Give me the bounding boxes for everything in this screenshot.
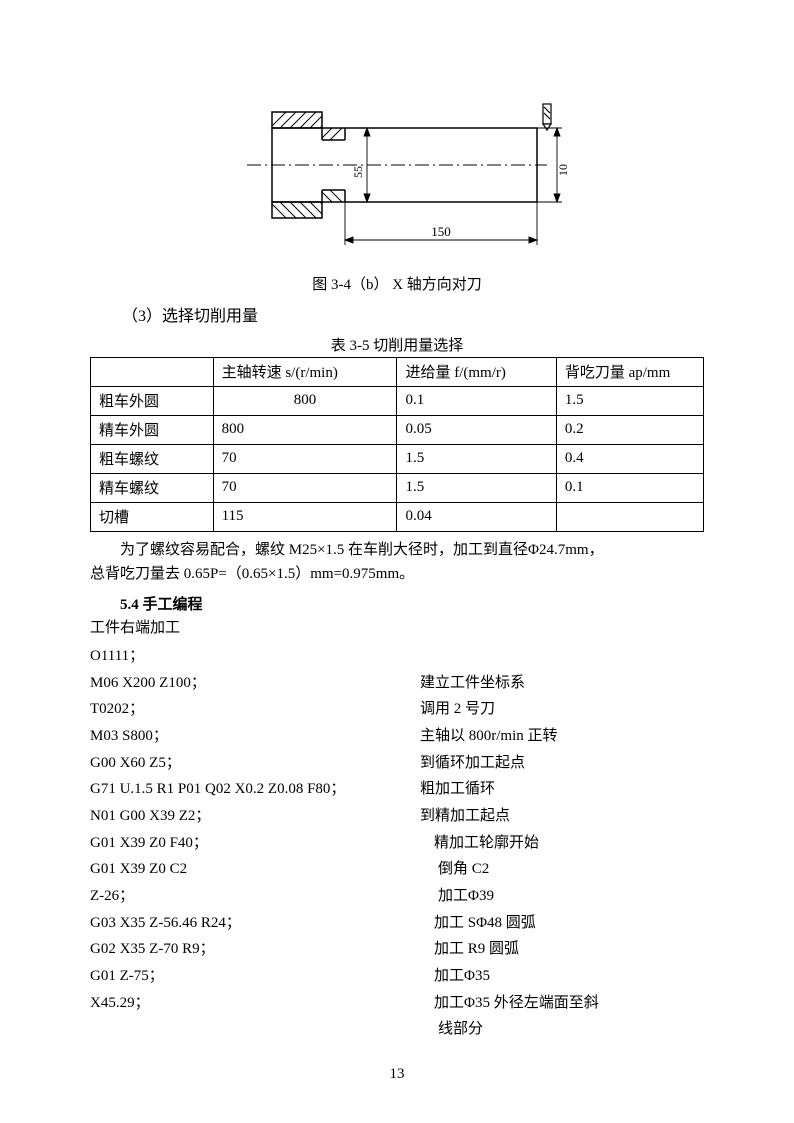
table-cell: 精车螺纹 (91, 473, 214, 502)
program-code: N01 G00 X39 Z2； (90, 803, 420, 830)
table-row: 粗车螺纹 70 1.5 0.4 (91, 444, 704, 473)
table-row: 精车外圆 800 0.05 0.2 (91, 415, 704, 444)
table-cell: 115 (213, 502, 397, 531)
table-header: 背吃刀量 ap/mm (556, 357, 703, 386)
table-cell: 0.1 (397, 386, 556, 415)
program-line: G03 X35 Z-56.46 R24；加工 SΦ48 圆弧 (90, 910, 704, 937)
table-cell: 精车外圆 (91, 415, 214, 444)
section-3-label: （3）选择切削用量 (90, 304, 704, 330)
table-cell: 粗车螺纹 (91, 444, 214, 473)
program-line: 线部分 (90, 1016, 704, 1043)
program-code: G01 Z-75； (90, 963, 420, 990)
program-line: M03 S800；主轴以 800r/min 正转 (90, 723, 704, 750)
table-row: 精车螺纹 70 1.5 0.1 (91, 473, 704, 502)
program-code: G01 X39 Z0 F40； (90, 830, 420, 857)
program-comment: 线部分 (420, 1016, 704, 1043)
heading-5-4: 5.4 手工编程 (90, 593, 704, 614)
program-line: N01 G00 X39 Z2；到精加工起点 (90, 803, 704, 830)
program-line: X45.29；加工Φ35 外径左端面至斜 (90, 990, 704, 1017)
program-code: X45.29； (90, 990, 420, 1017)
dim-55-text: 55 (351, 166, 365, 178)
table-cell: 粗车外圆 (91, 386, 214, 415)
program-comment: 到精加工起点 (420, 803, 704, 830)
table-cell: 1.5 (397, 473, 556, 502)
table-row: 粗车外圆 800 0.1 1.5 (91, 386, 704, 415)
program-line: G02 X35 Z-70 R9；加工 R9 圆弧 (90, 936, 704, 963)
table-cell: 1.5 (397, 444, 556, 473)
program-comment: 调用 2 号刀 (420, 696, 704, 723)
dim-150-text: 150 (431, 224, 451, 239)
program-code: G01 X39 Z0 C2 (90, 856, 420, 883)
table-cell: 0.05 (397, 415, 556, 444)
table-cell: 70 (213, 444, 397, 473)
table-cell: 0.2 (556, 415, 703, 444)
nc-program-block: O1111；M06 X200 Z100；建立工件坐标系T0202；调用 2 号刀… (90, 643, 704, 1043)
table-cell: 800 (213, 386, 397, 415)
program-line: G01 X39 Z0 F40；精加工轮廓开始 (90, 830, 704, 857)
program-line: G71 U.1.5 R1 P01 Q02 X0.2 Z0.08 F80；粗加工循… (90, 776, 704, 803)
table-cell: 70 (213, 473, 397, 502)
table-cell: 0.04 (397, 502, 556, 531)
program-comment (420, 643, 704, 670)
subhead-right-end: 工件右端加工 (90, 616, 704, 641)
note-paragraph: 为了螺纹容易配合，螺纹 M25×1.5 在车削大径时，加工到直径Φ24.7mm，… (90, 538, 704, 588)
table-header-row: 主轴转速 s/(r/min) 进给量 f/(mm/r) 背吃刀量 ap/mm (91, 357, 704, 386)
table-cell: 0.1 (556, 473, 703, 502)
program-line: T0202；调用 2 号刀 (90, 696, 704, 723)
program-comment: 粗加工循环 (420, 776, 704, 803)
program-code: O1111； (90, 643, 420, 670)
table-cell: 切槽 (91, 502, 214, 531)
program-code: M03 S800； (90, 723, 420, 750)
figure-svg: 55 10 150 (217, 90, 577, 260)
program-code: G03 X35 Z-56.46 R24； (90, 910, 420, 937)
cutting-params-table: 主轴转速 s/(r/min) 进给量 f/(mm/r) 背吃刀量 ap/mm 粗… (90, 357, 704, 532)
program-comment: 加工Φ39 (420, 883, 704, 910)
program-line: O1111； (90, 643, 704, 670)
table-header: 主轴转速 s/(r/min) (213, 357, 397, 386)
program-code: M06 X200 Z100； (90, 670, 420, 697)
program-line: Z-26；加工Φ39 (90, 883, 704, 910)
program-code: G00 X60 Z5； (90, 750, 420, 777)
program-line: M06 X200 Z100；建立工件坐标系 (90, 670, 704, 697)
figure-3-4b: 55 10 150 (90, 90, 704, 265)
table-row: 切槽 115 0.04 (91, 502, 704, 531)
program-comment: 加工Φ35 (420, 963, 704, 990)
program-line: G01 Z-75；加工Φ35 (90, 963, 704, 990)
dim-10-text: 10 (556, 164, 570, 176)
table-cell (556, 502, 703, 531)
note-line2: 总背吃刀量去 0.65P=（0.65×1.5）mm=0.975mm。 (90, 562, 704, 587)
program-code (90, 1016, 420, 1043)
program-comment: 精加工轮廓开始 (420, 830, 704, 857)
table-cell: 1.5 (556, 386, 703, 415)
program-code: T0202； (90, 696, 420, 723)
program-comment: 到循环加工起点 (420, 750, 704, 777)
program-comment: 主轴以 800r/min 正转 (420, 723, 704, 750)
figure-caption: 图 3-4（b） X 轴方向对刀 (90, 273, 704, 294)
program-comment: 加工 R9 圆弧 (420, 936, 704, 963)
program-line: G00 X60 Z5；到循环加工起点 (90, 750, 704, 777)
program-code: Z-26； (90, 883, 420, 910)
table-cell: 0.4 (556, 444, 703, 473)
program-line: G01 X39 Z0 C2倒角 C2 (90, 856, 704, 883)
program-comment: 倒角 C2 (420, 856, 704, 883)
page-number: 13 (0, 1066, 794, 1083)
program-comment: 加工Φ35 外径左端面至斜 (420, 990, 704, 1017)
table-title: 表 3-5 切削用量选择 (90, 334, 704, 355)
table-header (91, 357, 214, 386)
table-cell: 800 (213, 415, 397, 444)
program-code: G02 X35 Z-70 R9； (90, 936, 420, 963)
note-line1: 为了螺纹容易配合，螺纹 M25×1.5 在车削大径时，加工到直径Φ24.7mm， (90, 538, 704, 563)
program-comment: 加工 SΦ48 圆弧 (420, 910, 704, 937)
program-code: G71 U.1.5 R1 P01 Q02 X0.2 Z0.08 F80； (90, 776, 420, 803)
program-comment: 建立工件坐标系 (420, 670, 704, 697)
table-header: 进给量 f/(mm/r) (397, 357, 556, 386)
